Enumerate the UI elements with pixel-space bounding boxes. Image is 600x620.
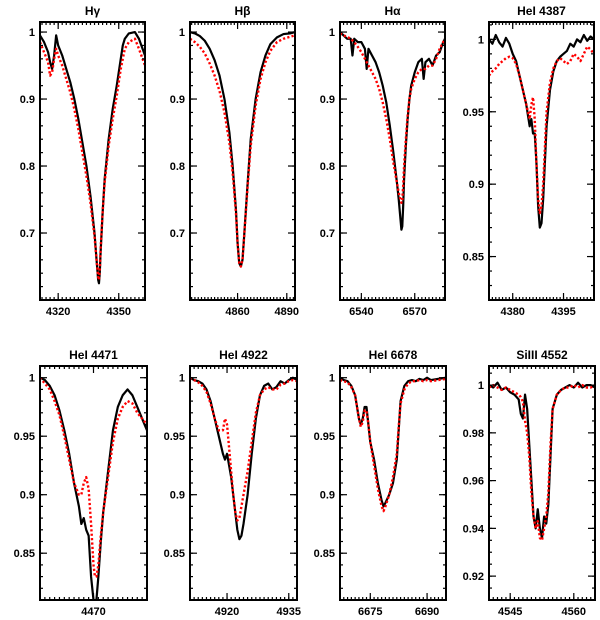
y-tick-label: 0.92 — [463, 571, 484, 583]
y-tick-label: 0.7 — [320, 228, 335, 240]
model-spectrum-line — [489, 45, 594, 215]
observed-spectrum-line — [489, 33, 594, 229]
y-tick-label: 0.85 — [314, 548, 335, 560]
plot-frame — [339, 21, 446, 301]
chart-panel: 4860 4890 0.7 0.8 0.9 1 Hβ — [170, 4, 299, 318]
y-tick-label: 0.95 — [463, 107, 484, 119]
y-tick-label: 0.8 — [170, 161, 185, 173]
y-tick-label: 0.85 — [164, 548, 185, 560]
model-spectrum-line — [40, 376, 147, 578]
chart-panel: 6540 6570 0.7 0.8 0.9 1 Hα — [320, 4, 446, 318]
x-tick-label: 6690 — [415, 606, 439, 618]
y-tick-label: 1 — [29, 27, 35, 39]
y-tick-label: 0.9 — [320, 490, 335, 502]
model-spectrum-line — [190, 34, 295, 268]
y-tick-label: 0.9 — [20, 94, 35, 106]
y-tick-label: 0.7 — [170, 228, 185, 240]
y-tick-label: 0.9 — [20, 490, 35, 502]
plot-frame — [488, 21, 595, 301]
observed-spectrum-line — [340, 31, 445, 231]
y-tick-label: 0.94 — [463, 523, 485, 535]
x-tick-label: 4860 — [225, 306, 249, 318]
y-tick-label: 0.9 — [170, 94, 185, 106]
chart-panel: 4470 0.85 0.9 0.95 1 HeI 4471 — [14, 348, 148, 618]
x-tick-label: 4545 — [498, 606, 522, 618]
x-tick-label: 6540 — [349, 306, 373, 318]
y-tick-label: 0.95 — [14, 431, 35, 443]
x-tick-label: 4320 — [46, 306, 70, 318]
y-tick-label: 1 — [329, 373, 335, 385]
y-tick-label: 0.8 — [20, 161, 35, 173]
plot-frame — [189, 21, 296, 301]
x-tick-label: 4350 — [107, 306, 131, 318]
plot-frame — [488, 365, 596, 601]
y-tick-label: 0.9 — [469, 179, 484, 191]
y-tick-label: 0.9 — [320, 94, 335, 106]
observed-spectrum-line — [190, 30, 295, 268]
panel-title: Hβ — [235, 4, 251, 18]
x-tick-label: 4920 — [215, 606, 239, 618]
y-tick-label: 1 — [179, 373, 185, 385]
y-tick-label: 0.7 — [20, 228, 35, 240]
plot-frame — [189, 365, 298, 601]
observed-spectrum-line — [40, 376, 147, 600]
y-tick-label: 1 — [29, 373, 35, 385]
x-tick-label: 4890 — [275, 306, 299, 318]
chart-panel: 4380 4395 0.85 0.9 0.95 1 HeI 4387 — [463, 4, 595, 318]
x-tick-label: 4935 — [277, 606, 301, 618]
x-tick-label: 4470 — [81, 606, 105, 618]
model-spectrum-line — [340, 377, 446, 513]
panel-title: HeI 4922 — [219, 348, 268, 362]
model-spectrum-line — [340, 32, 445, 205]
y-tick-label: 0.9 — [170, 490, 185, 502]
y-tick-label: 0.98 — [463, 428, 484, 440]
y-tick-label: 1 — [478, 34, 484, 46]
y-tick-label: 0.85 — [14, 548, 35, 560]
model-spectrum-line — [40, 37, 145, 282]
y-tick-label: 1 — [179, 27, 185, 39]
chart-panel: 4545 4560 0.92 0.94 0.96 0.98 1 SiIII 4552 — [463, 348, 596, 618]
observed-spectrum-line — [190, 376, 297, 541]
x-tick-label: 6675 — [358, 606, 382, 618]
plot-frame — [39, 21, 146, 301]
panel-title: HeI 4471 — [69, 348, 118, 362]
y-tick-label: 1 — [478, 380, 484, 392]
panel-title: HeI 6678 — [369, 348, 418, 362]
y-tick-label: 1 — [329, 27, 335, 39]
observed-spectrum-line — [340, 376, 446, 508]
y-tick-label: 0.96 — [463, 476, 484, 488]
model-spectrum-line — [489, 383, 595, 542]
chart-panel: 4920 4935 0.85 0.9 0.95 1 HeI 4922 — [164, 348, 301, 618]
panel-title: Hα — [384, 4, 401, 18]
y-tick-label: 0.95 — [314, 431, 335, 443]
x-tick-label: 4560 — [562, 606, 586, 618]
model-spectrum-line — [190, 376, 297, 522]
chart-panel: 6675 6690 0.85 0.9 0.95 1 HeI 6678 — [314, 348, 447, 618]
y-tick-label: 0.85 — [463, 252, 484, 264]
y-tick-label: 0.8 — [320, 161, 335, 173]
observed-spectrum-line — [489, 381, 595, 540]
chart-panel: 4320 4350 0.7 0.8 0.9 1 Hγ — [20, 4, 146, 318]
panel-title: SiIII 4552 — [516, 348, 568, 362]
panel-title: Hγ — [85, 4, 101, 18]
x-tick-label: 4395 — [551, 306, 575, 318]
y-tick-label: 0.95 — [164, 431, 185, 443]
observed-spectrum-line — [40, 30, 145, 285]
panel-title: HeI 4387 — [517, 4, 566, 18]
x-tick-label: 6570 — [403, 306, 427, 318]
x-tick-label: 4380 — [500, 306, 524, 318]
